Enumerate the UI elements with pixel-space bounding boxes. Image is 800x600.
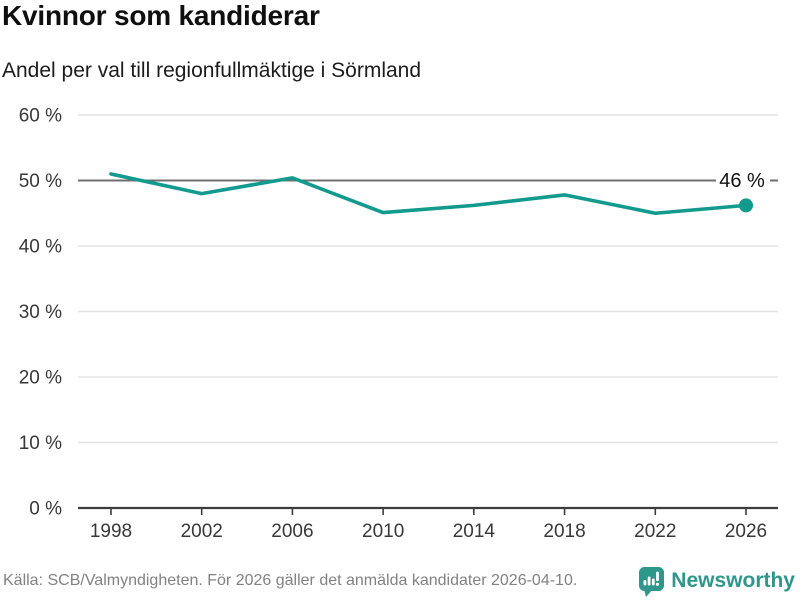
- x-axis-tick-label: 2022: [634, 521, 676, 542]
- y-axis-tick-label: 30 %: [19, 302, 62, 323]
- newsworthy-logo: Newsworthy: [638, 566, 795, 597]
- y-axis-tick-label: 50 %: [19, 171, 62, 192]
- y-axis-tick-label: 40 %: [19, 237, 62, 258]
- y-axis-tick-label: 10 %: [19, 433, 62, 454]
- y-axis-tick-label: 20 %: [19, 368, 62, 389]
- x-axis-tick-label: 1998: [90, 521, 132, 542]
- x-axis-tick-label: 2002: [181, 521, 223, 542]
- x-axis-tick-label: 2026: [725, 521, 767, 542]
- x-axis-tick-label: 2014: [453, 521, 496, 542]
- x-axis-tick-label: 2010: [362, 521, 404, 542]
- end-value-label: 46 %: [719, 170, 765, 192]
- x-axis-tick-label: 2006: [271, 521, 313, 542]
- chart-footer: Källa: SCB/Valmyndigheten. För 2026 gäll…: [0, 562, 800, 600]
- line-chart: 0 % 10 % 20 % 30 % 40 % 50 % 60 % 46 % 1998 2002 2…: [19, 106, 778, 542]
- x-axis-tick-label: 2018: [543, 521, 585, 542]
- y-axis-tick-label: 60 %: [19, 106, 62, 127]
- y-axis-tick-label: 0 %: [29, 499, 62, 520]
- chart-title: Kvinnor som kandiderar: [2, 0, 320, 31]
- data-line: [109, 172, 748, 216]
- end-label-backing: [716, 170, 770, 191]
- source-note: Källa: SCB/Valmyndigheten. För 2026 gäll…: [3, 572, 578, 589]
- newsworthy-brand-name: Newsworthy: [671, 569, 795, 592]
- end-point-marker: [739, 198, 753, 213]
- newsworthy-logo-icon: [639, 566, 665, 597]
- chart-subtitle: Andel per val till regionfullmäktige i S…: [2, 59, 422, 82]
